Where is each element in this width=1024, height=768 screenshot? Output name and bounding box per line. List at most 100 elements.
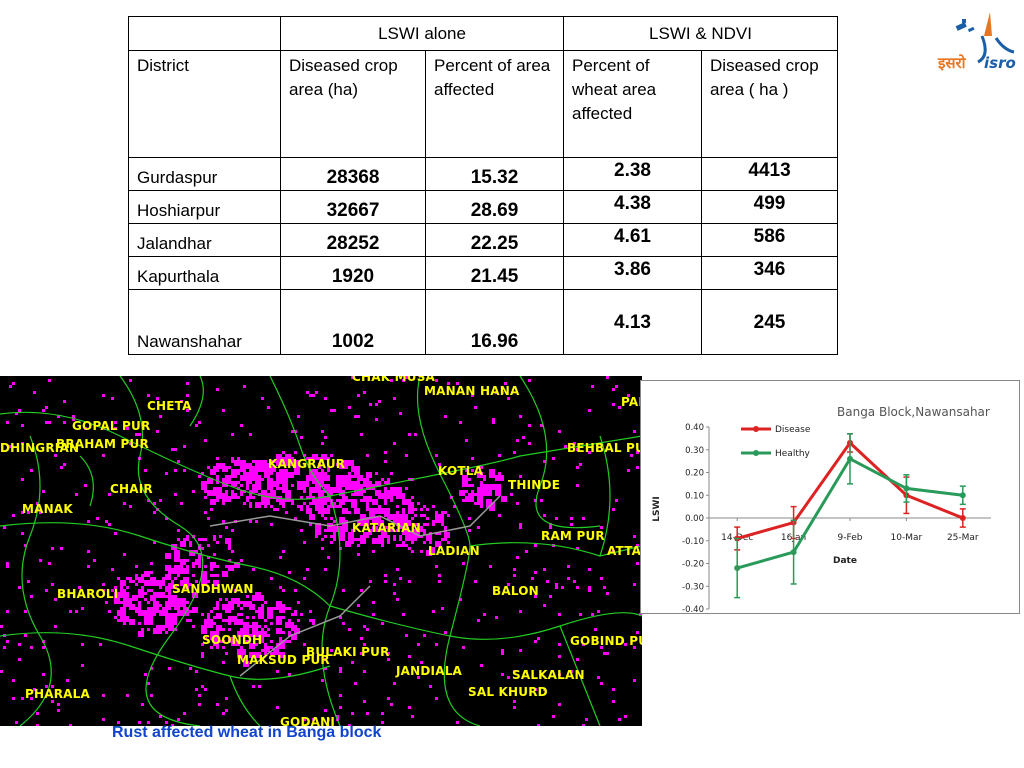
place-label: GODANI (280, 715, 336, 726)
place-label: THINDE (508, 478, 561, 492)
table-row: Kapurthala 1920 21.45 3.86 346 (128, 256, 839, 290)
diseased-area-ndvi-cell: 499 (701, 190, 839, 224)
place-label: GOPAL PUR (72, 419, 151, 433)
column-header-diseased-area-ndvi: Diseased crop area ( ha ) (701, 50, 839, 158)
x-tick-label: 9-Feb (838, 533, 863, 543)
place-label: MAKSUD PUR (237, 653, 330, 667)
percent-wheat-cell: 4.13 (563, 289, 703, 355)
place-label: PHARALA (25, 687, 90, 701)
x-tick-label: 10-Mar (891, 533, 923, 543)
empty-header-cell (128, 16, 281, 51)
diseased-area-cell: 1002 (280, 289, 426, 355)
place-label: GOBIND PUR (570, 634, 642, 648)
percent-area-cell: 16.96 (424, 289, 565, 355)
diseased-area-cell: 1920 (280, 256, 426, 290)
place-label: ATTA (607, 544, 642, 558)
diseased-area-ndvi-cell: 346 (701, 256, 839, 290)
isro-logo-latin: isro (984, 54, 1016, 72)
percent-wheat-cell: 4.38 (563, 190, 703, 224)
isro-logo: इसरो isro (934, 6, 1024, 80)
place-label: MANAN HANA (424, 384, 520, 398)
percent-wheat-cell: 4.61 (563, 223, 703, 257)
group-header-lswi-ndvi: LSWI & NDVI (563, 16, 839, 51)
percent-wheat-cell: 3.86 (563, 256, 703, 290)
diseased-area-ndvi-cell: 4413 (701, 157, 839, 191)
place-label: BHAROLI (57, 587, 119, 601)
block-boundary (209, 495, 501, 677)
y-tick-label: 0.30 (685, 446, 704, 456)
data-point (847, 455, 853, 462)
place-label: KANGRAUR (268, 457, 346, 471)
lswi-chart: Banga Block,Nawansahar LSWI Date 0.40 0.3… (640, 380, 1020, 615)
x-tick-label: 25-Mar (947, 533, 979, 543)
place-label: CHAIR (110, 482, 153, 496)
percent-wheat-cell: 2.38 (563, 157, 703, 191)
place-label: PAI (621, 395, 642, 409)
y-tick-label: 0.00 (685, 514, 704, 524)
place-label: BEHBAL PU (567, 441, 642, 455)
diseased-area-ndvi-cell: 586 (701, 223, 839, 257)
place-label: DHINGRIAN (0, 441, 80, 455)
group-header-lswi: LSWI alone (279, 16, 565, 51)
data-point (959, 492, 966, 499)
place-label: SAL KHURD (468, 685, 548, 699)
district-cell: Kapurthala (128, 256, 281, 290)
rust-affected-map: CHAK MUSA MANAN HANA PAI CHETA GOPAL PUR… (0, 376, 642, 726)
district-cell: Gurdaspur (128, 157, 281, 191)
diseased-area-cell: 28368 (280, 157, 426, 191)
data-point (959, 515, 966, 521)
place-label: CHAK MUSA (352, 376, 436, 384)
place-label: SALKALAN (512, 668, 585, 682)
table-row: Hoshiarpur 32667 28.69 4.38 499 (128, 190, 839, 224)
district-cell: Nawanshahar (128, 289, 281, 355)
percent-area-cell: 28.69 (424, 190, 565, 224)
y-tick-label: 0.40 (685, 423, 704, 433)
district-cell: Jalandhar (128, 223, 281, 257)
place-label: MANAK (22, 502, 73, 516)
place-label: BRAHAM PUR (56, 437, 149, 451)
table-row: Gurdaspur 28368 15.32 2.38 4413 (128, 157, 839, 191)
y-tick-label: -0.40 (682, 605, 704, 613)
column-header-percent-wheat: Percent of wheat area affected (563, 50, 703, 158)
diseased-area-cell: 32667 (280, 190, 426, 224)
diseased-area-ndvi-cell: 245 (701, 289, 839, 355)
y-tick-label: -0.10 (682, 537, 704, 547)
district-statistics-table: LSWI alone LSWI & NDVI District Diseased… (128, 16, 839, 355)
place-label: SANDHWAN (172, 582, 254, 596)
place-label: BALON (492, 584, 539, 598)
place-label: JANDIALA (396, 664, 463, 678)
chart-title: Banga Block,Nawansahar (837, 405, 990, 419)
place-label: RAM PUR (541, 529, 605, 543)
data-point (790, 549, 797, 556)
y-tick-label: -0.30 (682, 582, 704, 592)
column-header-diseased-area: Diseased crop area (ha) (280, 50, 426, 158)
place-label: KATARIAN (352, 521, 421, 535)
table-row: Nawanshahar 1002 16.96 4.13 245 (128, 289, 839, 355)
y-tick-label: 0.10 (685, 491, 704, 501)
place-label: BULAKI PUR (306, 645, 390, 659)
percent-area-cell: 22.25 (424, 223, 565, 257)
percent-area-cell: 21.45 (424, 256, 565, 290)
legend-label: Healthy (775, 449, 811, 459)
affected-pixels (0, 376, 642, 726)
y-tick-label: -0.20 (682, 560, 704, 570)
data-point (903, 485, 910, 492)
y-axis-label: LSWI (652, 496, 662, 522)
x-axis-label: Date (833, 556, 857, 566)
diseased-area-cell: 28252 (280, 223, 426, 257)
isro-logo-hindi: इसरो (937, 54, 967, 72)
percent-area-cell: 15.32 (424, 157, 565, 191)
legend-label: Disease (775, 425, 811, 435)
map-caption: Rust affected wheat in Banga block (112, 724, 382, 741)
place-label: CHETA (147, 399, 192, 413)
place-label: SOONDH (202, 633, 263, 647)
district-cell: Hoshiarpur (128, 190, 281, 224)
place-label: KOTLA (438, 464, 484, 478)
column-header-district: District (128, 50, 281, 158)
column-header-percent-area: Percent of area affected (424, 50, 565, 158)
table-row: Jalandhar 28252 22.25 4.61 586 (128, 223, 839, 257)
y-tick-label: 0.20 (685, 469, 704, 479)
place-label: LADIAN (428, 544, 480, 558)
data-point (734, 565, 741, 572)
village-boundaries (0, 376, 642, 726)
